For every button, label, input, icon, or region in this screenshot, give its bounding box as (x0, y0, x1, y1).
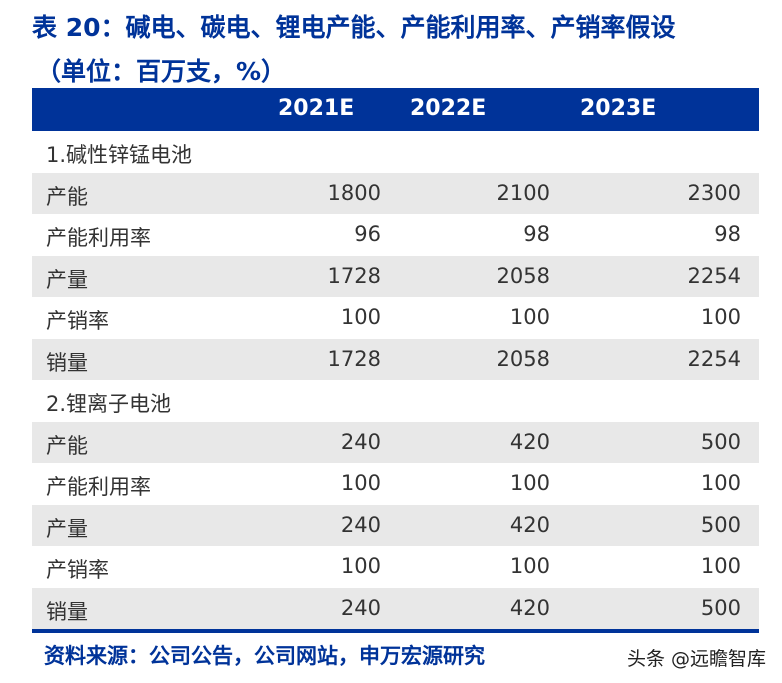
row-label: 产量 (46, 267, 88, 292)
cell-value: 100 (340, 305, 381, 329)
cell-value: 98 (523, 222, 550, 246)
cell-value: 100 (700, 471, 741, 495)
section-label: 2.锂离子电池 (46, 392, 172, 416)
table-row: 产能 240 420 500 (32, 421, 759, 463)
table-row: 产量 240 420 500 (32, 504, 759, 546)
cell-value: 2300 (687, 180, 741, 205)
source-note: 资料来源：公司公告，公司网站，申万宏源研究 (44, 644, 485, 668)
section-row: 2.锂离子电池 (32, 380, 759, 422)
cell-value: 500 (700, 512, 741, 537)
cell-value: 1728 (327, 263, 381, 288)
table-row: 产量 1728 2058 2254 (32, 255, 759, 297)
section-row: 1.碱性锌锰电池 (32, 131, 759, 173)
section-label: 1.碱性锌锰电池 (46, 143, 193, 167)
row-label: 产能 (46, 433, 88, 458)
row-label: 产销率 (46, 558, 109, 582)
table-unit: （单位：百万支，%） (36, 57, 287, 86)
cell-value: 100 (509, 471, 550, 495)
row-label: 产能利用率 (46, 475, 151, 499)
table-row: 产能利用率 96 98 98 (32, 214, 759, 256)
row-label: 销量 (46, 599, 88, 624)
cell-value: 2254 (687, 263, 741, 288)
cell-value: 2100 (496, 180, 550, 205)
cell-value: 100 (340, 554, 381, 578)
cell-value: 420 (509, 595, 550, 620)
row-label: 产能 (46, 184, 88, 209)
header-2021e: 2021E (278, 96, 355, 121)
cell-value: 500 (700, 595, 741, 620)
cell-value: 240 (340, 429, 381, 454)
row-label: 产量 (46, 516, 88, 541)
cell-value: 100 (509, 305, 550, 329)
cell-value: 100 (340, 471, 381, 495)
cell-value: 100 (700, 305, 741, 329)
cell-value: 2058 (496, 263, 550, 288)
table-title: 表 20：碱电、碳电、锂电产能、产能利用率、产销率假设 (32, 13, 676, 42)
table-header: 2021E 2022E 2023E (32, 88, 759, 131)
cell-value: 420 (509, 512, 550, 537)
table-row: 产销率 100 100 100 (32, 297, 759, 339)
data-table: 2021E 2022E 2023E 1.碱性锌锰电池 产能 1800 2100 2300… (32, 88, 759, 633)
table-row: 销量 1728 2058 2254 (32, 338, 759, 380)
cell-value: 240 (340, 595, 381, 620)
cell-value: 1800 (327, 180, 381, 205)
cell-value: 100 (509, 554, 550, 578)
cell-value: 1728 (327, 346, 381, 371)
header-2022e: 2022E (410, 96, 487, 121)
cell-value: 500 (700, 429, 741, 454)
table-row: 产销率 100 100 100 (32, 546, 759, 588)
cell-value: 420 (509, 429, 550, 454)
cell-value: 2254 (687, 346, 741, 371)
table-bottom-rule (32, 629, 759, 633)
table-row: 产能 1800 2100 2300 (32, 172, 759, 214)
cell-value: 240 (340, 512, 381, 537)
table-row: 产能利用率 100 100 100 (32, 463, 759, 505)
cell-value: 2058 (496, 346, 550, 371)
cell-value: 100 (700, 554, 741, 578)
header-2023e: 2023E (580, 96, 657, 121)
table-row: 销量 240 420 500 (32, 587, 759, 629)
row-label: 产能利用率 (46, 226, 151, 250)
watermark: 头条 @远瞻智库 (626, 648, 766, 670)
cell-value: 98 (714, 222, 741, 246)
cell-value: 96 (354, 222, 381, 246)
row-label: 销量 (46, 350, 88, 375)
row-label: 产销率 (46, 309, 109, 333)
